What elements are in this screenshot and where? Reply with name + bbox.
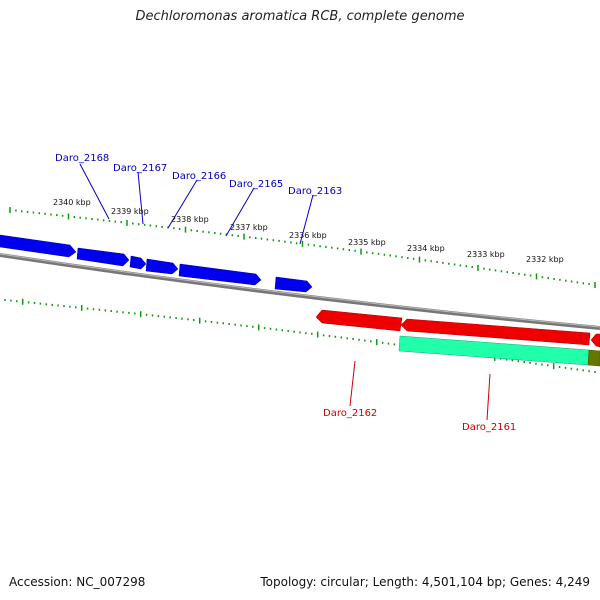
gene-label-daro-2168[interactable]: Daro_2168 [55,153,109,164]
gene-label-daro-2161[interactable]: Daro_2161 [462,422,516,433]
gene-arrow-daro-2167[interactable] [129,255,147,270]
gene-arrow-daro-2168[interactable] [76,247,130,267]
plus-strand-genes [0,234,313,293]
gene-arrow-minus[interactable] [590,333,600,348]
kbp-label: 2333 kbp [467,250,505,259]
other-feature-bar[interactable] [587,349,600,367]
leader-daro-2163 [299,194,314,245]
gene-arrow-daro-2166[interactable] [145,258,179,275]
page-title: Dechloromonas aromatica RCB, complete ge… [135,9,465,24]
gene-label-leaders [79,163,491,421]
kbp-label: 2338 kbp [171,215,209,224]
gene-label-daro-2167[interactable]: Daro_2167 [113,163,167,174]
gene-arrow-daro-2165[interactable] [178,263,262,286]
kbp-label: 2336 kbp [289,231,327,240]
genome-backbone [0,253,600,330]
kbp-label: 2335 kbp [348,238,386,247]
kbp-label: 2340 kbp [53,198,91,207]
gene-arrow-daro-2163[interactable] [274,276,313,293]
kbp-label: 2332 kbp [526,255,564,264]
gene-arrow-daro-2162[interactable] [315,309,403,332]
leader-daro-2165 [225,187,255,237]
gene-label-daro-2166[interactable]: Daro_2166 [172,171,226,182]
kbp-label-group: 2340 kbp 2339 kbp 2338 kbp 2337 kbp 2336 kbp… [53,198,564,264]
kbp-label: 2339 kbp [111,207,149,216]
leader-daro-2162 [349,360,356,407]
kbp-label: 2337 kbp [230,223,268,232]
gene-arrow-plus[interactable] [0,234,77,258]
gene-label-daro-2165[interactable]: Daro_2165 [229,179,283,190]
leader-daro-2161 [486,373,491,421]
leader-daro-2167 [137,171,144,225]
leader-daro-2168 [79,163,110,220]
genome-stats-text: Topology: circular; Length: 4,501,104 bp… [260,575,590,589]
kbp-label: 2334 kbp [407,244,445,253]
gene-label-daro-2163[interactable]: Daro_2163 [288,186,342,197]
gene-arrow-daro-2161[interactable] [400,318,591,346]
accession-text: Accession: NC_007298 [9,575,146,589]
feature-track [398,335,600,367]
outer-tick-ring [9,207,596,288]
gene-label-daro-2162[interactable]: Daro_2162 [323,408,377,419]
leader-daro-2166 [167,179,198,229]
minus-strand-genes [315,309,600,348]
